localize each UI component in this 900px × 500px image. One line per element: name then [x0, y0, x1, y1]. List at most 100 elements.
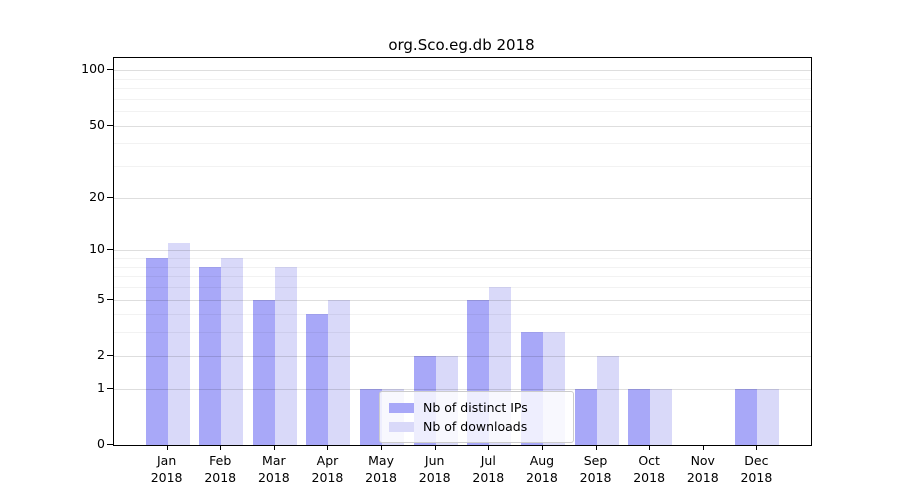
y-tick-label: 10	[89, 241, 105, 257]
x-tick-label: Feb 2018	[185, 452, 255, 486]
x-tick-label: Mar 2018	[239, 452, 309, 486]
x-tick-label-line: Feb	[209, 453, 232, 468]
legend-label-distinct-ips: Nb of distinct IPs	[423, 400, 528, 415]
bar-nb-of-distinct-ips-dec-2018	[735, 388, 758, 445]
legend-label-downloads: Nb of downloads	[423, 419, 528, 434]
legend-item-distinct-ips: Nb of distinct IPs	[389, 398, 564, 417]
x-tick-label-line: 2018	[204, 470, 237, 485]
gridline-minor	[114, 98, 811, 100]
x-tick-mark	[541, 445, 543, 450]
chart-title: org.Sco.eg.db 2018	[388, 36, 535, 54]
bar-nb-of-downloads-mar-2018	[274, 266, 297, 445]
gridline-minor	[114, 111, 811, 113]
x-tick-mark	[273, 445, 275, 450]
x-tick-label-line: Aug	[529, 453, 555, 468]
x-tick-label-line: 2018	[311, 470, 344, 485]
y-tick-mark	[107, 124, 113, 126]
y-tick-label: 2	[97, 346, 105, 362]
x-tick-label: Oct 2018	[614, 452, 684, 486]
gridline-minor	[114, 258, 811, 260]
x-tick-label-line: 2018	[365, 470, 397, 485]
x-tick-mark	[756, 445, 758, 450]
y-tick-mark	[107, 249, 113, 251]
x-tick-label-line: May	[368, 453, 394, 468]
y-tick-mark	[107, 196, 113, 198]
y-tick-label: 20	[89, 188, 105, 204]
x-tick-label-line: 2018	[633, 470, 666, 485]
x-tick-label-line: Jul	[480, 453, 496, 468]
x-tick-mark	[702, 445, 704, 450]
x-tick-mark	[166, 445, 168, 450]
x-tick-label: Aug 2018	[507, 452, 577, 486]
y-tick-label: 0	[97, 436, 105, 451]
gridline-minor	[114, 78, 811, 80]
x-tick-label-line: Jun	[424, 453, 445, 468]
gridline-major	[114, 125, 811, 127]
y-tick-label: 50	[89, 116, 105, 132]
x-tick-label: Jun 2018	[400, 452, 470, 486]
x-tick-label-line: 2018	[418, 470, 451, 485]
y-tick-mark	[107, 69, 113, 71]
bar-nb-of-distinct-ips-sep-2018	[574, 388, 597, 445]
bar-nb-of-downloads-sep-2018	[596, 355, 619, 445]
x-tick-mark	[649, 445, 651, 450]
gridline-minor	[114, 166, 811, 168]
y-tick-mark	[107, 298, 113, 300]
x-tick-mark	[381, 445, 383, 450]
x-tick-label-line: Dec	[744, 453, 769, 468]
gridline-major	[114, 70, 811, 72]
bar-nb-of-downloads-apr-2018	[328, 299, 351, 445]
y-tick-label: 1	[97, 379, 105, 395]
bar-nb-of-downloads-feb-2018	[221, 258, 244, 445]
y-tick-mark	[107, 354, 113, 356]
plot-area	[113, 57, 812, 446]
x-tick-mark	[327, 445, 329, 450]
bar-nb-of-distinct-ips-apr-2018	[306, 314, 329, 445]
x-tick-label-line: 2018	[257, 470, 290, 485]
x-tick-label-line: Sep	[583, 453, 608, 468]
gridline-major	[114, 250, 811, 252]
y-tick-mark	[107, 387, 113, 389]
legend: Nb of distinct IPs Nb of downloads	[379, 391, 574, 443]
bar-nb-of-distinct-ips-may-2018	[360, 388, 383, 445]
legend-swatch-downloads	[389, 421, 414, 432]
y-tick-label: 100	[81, 61, 105, 77]
bar-nb-of-distinct-ips-jan-2018	[145, 258, 168, 445]
bar-nb-of-downloads-oct-2018	[650, 388, 673, 445]
x-tick-label: Apr 2018	[292, 452, 362, 486]
y-tick-mark	[107, 444, 113, 445]
x-tick-label: Jul 2018	[453, 452, 523, 486]
bar-nb-of-downloads-dec-2018	[757, 388, 780, 445]
x-tick-label: Nov 2018	[668, 452, 738, 486]
x-tick-label-line: 2018	[686, 470, 719, 485]
gridline-minor	[114, 88, 811, 90]
bar-nb-of-distinct-ips-mar-2018	[252, 299, 275, 445]
x-tick-label-line: Jan	[156, 453, 177, 468]
legend-item-downloads: Nb of downloads	[389, 417, 564, 436]
x-tick-label-line: 2018	[526, 470, 558, 485]
bar-nb-of-distinct-ips-oct-2018	[628, 388, 651, 445]
x-tick-label: Dec 2018	[721, 452, 791, 486]
x-tick-label-line: 2018	[579, 470, 612, 485]
x-tick-label-line: Oct	[638, 453, 660, 468]
x-tick-mark	[220, 445, 222, 450]
x-tick-label-line: 2018	[150, 470, 183, 485]
x-tick-label-line: 2018	[740, 470, 773, 485]
legend-swatch-distinct-ips	[389, 402, 414, 413]
x-tick-mark	[488, 445, 490, 450]
x-tick-label: May 2018	[346, 452, 416, 486]
x-tick-label: Jan 2018	[132, 452, 202, 486]
x-tick-mark	[434, 445, 436, 450]
x-tick-mark	[595, 445, 597, 450]
y-tick-label: 5	[97, 290, 105, 306]
x-tick-label-line: Nov	[690, 453, 715, 468]
bar-nb-of-downloads-jan-2018	[167, 243, 190, 445]
x-tick-label-line: Mar	[262, 453, 286, 468]
x-tick-label: Sep 2018	[561, 452, 631, 486]
x-tick-label-line: 2018	[472, 470, 505, 485]
gridline-major	[114, 197, 811, 199]
bar-nb-of-distinct-ips-feb-2018	[199, 266, 222, 445]
x-tick-label-line: Apr	[316, 453, 339, 468]
gridline-minor	[114, 143, 811, 145]
